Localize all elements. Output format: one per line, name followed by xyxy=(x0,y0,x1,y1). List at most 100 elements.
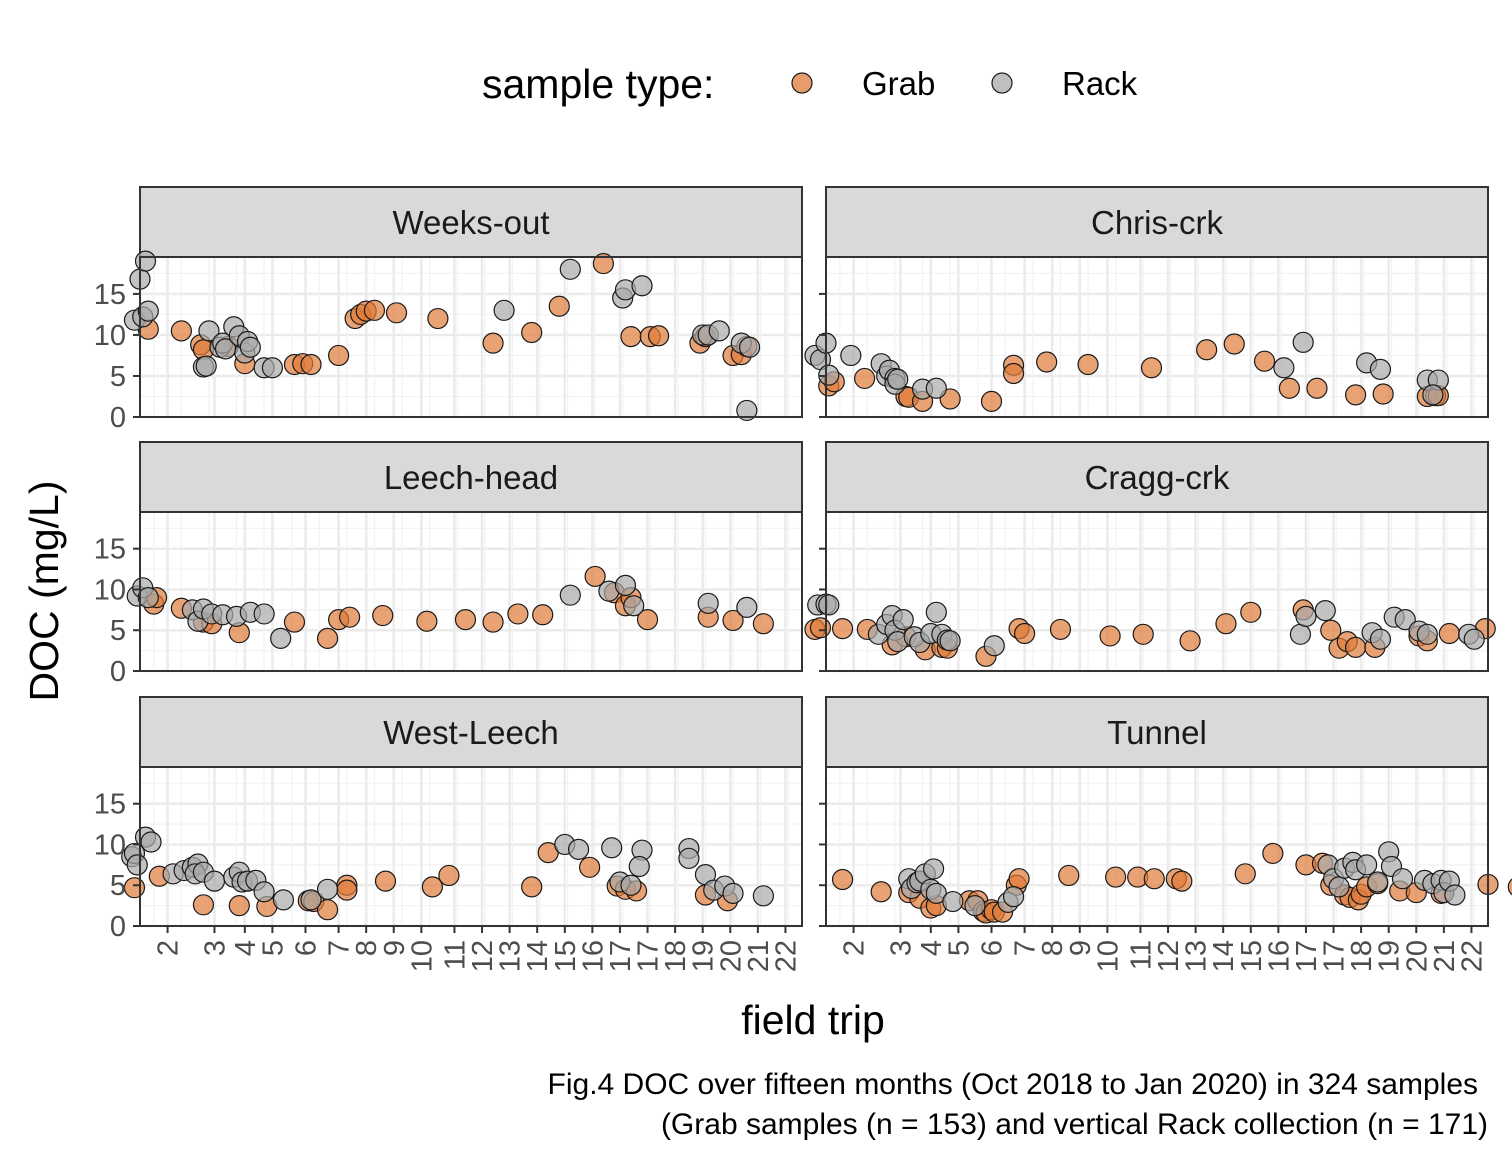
caption-line-1: Fig.4 DOC over fifteen months (Oct 2018 … xyxy=(548,1068,1478,1101)
panel-strip xyxy=(139,441,803,513)
x-tick-label: 7 xyxy=(324,940,356,956)
x-tick-label: 13 xyxy=(1181,940,1213,972)
grab-point xyxy=(1278,377,1301,399)
y-tick-label: 5 xyxy=(110,361,126,393)
grab-point xyxy=(1234,863,1256,885)
y-tick-label: 15 xyxy=(94,279,126,311)
x-tick-label: 12 xyxy=(467,940,499,972)
rack-point xyxy=(1356,854,1378,876)
grab-point xyxy=(283,611,306,633)
x-tick-label: 13 xyxy=(495,940,527,972)
panel-border xyxy=(825,766,1489,927)
x-tick-label: 16 xyxy=(1263,940,1295,972)
x-tick-label: 14 xyxy=(1208,940,1240,972)
grab-point xyxy=(722,609,744,632)
x-tick-label: 10 xyxy=(1092,940,1124,972)
x-tick-label: 17 xyxy=(1319,940,1351,972)
x-tick-label: 21 xyxy=(743,940,775,972)
y-tick-label: 10 xyxy=(94,829,126,861)
rack-point xyxy=(1289,623,1312,645)
x-tick-label: 2 xyxy=(839,940,871,956)
grab-point xyxy=(548,295,570,317)
grab-point xyxy=(1320,619,1342,641)
grab-point xyxy=(1143,868,1165,890)
panel-strip xyxy=(825,186,1489,258)
rack-point xyxy=(272,889,295,911)
x-tick-label: 3 xyxy=(885,940,917,956)
x-tick-label: 12 xyxy=(1153,940,1185,972)
rack-point xyxy=(620,874,642,896)
panel-cragg-crk: Cragg-crk xyxy=(804,441,1496,673)
rack-point xyxy=(1314,600,1336,622)
rack-point xyxy=(1444,884,1466,906)
rack-point xyxy=(736,596,758,619)
x-tick-label: 15 xyxy=(550,940,582,972)
grab-point xyxy=(854,367,876,390)
grab-point xyxy=(123,877,146,899)
x-tick-label: 4 xyxy=(916,940,948,956)
rack-point xyxy=(137,300,159,322)
rack-point xyxy=(628,855,650,878)
rack-point xyxy=(261,357,283,379)
x-tick-label: 20 xyxy=(715,940,747,972)
grab-point xyxy=(532,604,554,626)
rack-point xyxy=(964,895,986,917)
x-tick-label: 9 xyxy=(1065,940,1097,956)
grab-point xyxy=(1105,866,1127,888)
grab-point xyxy=(1372,383,1394,405)
grab-point xyxy=(752,613,774,635)
rack-point xyxy=(925,601,947,623)
rack-point xyxy=(939,630,961,652)
grab-point xyxy=(228,895,250,917)
rack-point xyxy=(708,320,730,342)
rack-point xyxy=(752,885,774,907)
grab-point xyxy=(421,876,443,898)
rack-point xyxy=(1422,384,1444,406)
x-tick-label: 5 xyxy=(943,940,975,956)
rack-point xyxy=(922,858,945,880)
grab-point xyxy=(620,325,642,348)
rack-point xyxy=(887,368,909,390)
grab-point xyxy=(1344,384,1367,406)
grab-point xyxy=(1171,870,1193,892)
x-tick-label: 18 xyxy=(660,940,692,972)
rack-point xyxy=(678,847,700,869)
x-tick-label: 22 xyxy=(1456,940,1488,972)
grab-point xyxy=(521,321,543,344)
grab-point xyxy=(831,868,854,891)
y-tick-label: 5 xyxy=(110,615,126,647)
panel-strip-label: Chris-crk xyxy=(1091,204,1223,241)
grab-point xyxy=(1507,878,1512,896)
grab-point xyxy=(372,604,394,627)
rack-point xyxy=(736,399,758,422)
panel-strip-label: Leech-head xyxy=(384,459,558,496)
x-tick-label: 3 xyxy=(199,940,231,956)
grab-point xyxy=(316,627,339,649)
legend: sample type: Grab Rack xyxy=(482,61,1138,107)
rack-point xyxy=(738,336,761,358)
grab-point xyxy=(300,353,322,376)
grab-point xyxy=(427,307,449,330)
grab-point xyxy=(1140,357,1163,379)
grab-point xyxy=(1179,630,1201,652)
panel-strip-label: Weeks-out xyxy=(392,204,549,241)
grab-point xyxy=(584,565,606,588)
grab-point xyxy=(1438,622,1460,645)
panel-strip xyxy=(139,186,803,258)
grab-point xyxy=(870,881,892,903)
grab-point xyxy=(1013,622,1036,645)
x-tick-label: 11 xyxy=(439,940,471,970)
grab-point xyxy=(1262,842,1284,865)
rack-point xyxy=(1367,871,1389,893)
x-tick-label: 4 xyxy=(230,940,262,956)
panel-border xyxy=(139,766,803,927)
grab-point xyxy=(363,299,386,321)
rack-point xyxy=(614,574,637,596)
rack-point xyxy=(925,377,947,399)
y-tick-label: 0 xyxy=(110,656,126,688)
grab-point xyxy=(1077,353,1099,376)
legend-rack-marker xyxy=(991,72,1013,94)
rack-point xyxy=(983,635,1005,657)
rack-point xyxy=(126,854,148,876)
